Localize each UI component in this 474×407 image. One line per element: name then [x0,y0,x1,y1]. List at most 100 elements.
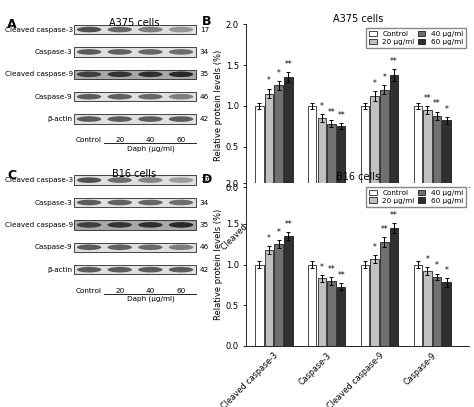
Text: *: * [435,261,439,270]
Text: *: * [445,105,449,114]
Ellipse shape [138,116,163,122]
Ellipse shape [169,49,193,55]
Ellipse shape [169,177,193,183]
Text: 60: 60 [176,137,186,143]
Text: 42: 42 [200,267,209,273]
Bar [433,116,441,187]
Ellipse shape [77,72,101,77]
Text: *: * [277,228,281,237]
Bar [74,47,196,57]
Text: *: * [277,69,281,78]
Ellipse shape [108,116,132,122]
Ellipse shape [138,94,163,99]
Bar [442,282,451,346]
Text: 35: 35 [200,71,209,77]
Ellipse shape [138,267,163,272]
Ellipse shape [169,94,193,99]
Ellipse shape [77,116,101,122]
Text: Daph (μg/ml): Daph (μg/ml) [127,296,174,302]
Bar [284,236,292,346]
Ellipse shape [138,27,163,32]
Bar [442,120,451,187]
Text: *: * [373,79,376,88]
Text: C: C [7,168,16,182]
Text: A: A [7,18,17,31]
Text: Cleaved caspase-9: Cleaved caspase-9 [5,71,73,77]
Text: *: * [426,255,429,264]
Text: *: * [320,102,324,111]
Ellipse shape [138,72,163,77]
Bar [380,90,389,187]
Bar [255,265,264,346]
Text: Cleaved caspase-3: Cleaved caspase-3 [5,26,73,33]
Title: A375 cells: A375 cells [333,14,383,24]
Bar [74,175,196,185]
Ellipse shape [108,245,132,250]
Text: *: * [373,243,376,252]
Ellipse shape [169,72,193,77]
Text: **: ** [284,60,292,69]
Text: **: ** [433,99,441,108]
Ellipse shape [169,200,193,205]
Bar [255,106,264,187]
Text: B16 cells: B16 cells [112,168,156,179]
Text: B: B [202,15,211,28]
Text: β-actin: β-actin [48,116,73,122]
Text: **: ** [337,111,345,120]
Text: 46: 46 [200,244,209,250]
Text: 35: 35 [200,222,209,228]
Ellipse shape [108,49,132,55]
Text: 60: 60 [176,288,186,294]
Bar [74,114,196,124]
Text: **: ** [424,94,431,103]
Bar [318,278,326,346]
Text: **: ** [381,225,388,234]
Ellipse shape [108,72,132,77]
Bar [413,106,422,187]
Title: B16 cells: B16 cells [336,173,380,182]
Text: **: ** [328,108,335,117]
Bar [370,96,379,187]
Bar [327,281,336,346]
Ellipse shape [108,222,132,228]
Bar [284,77,292,187]
Bar [274,85,283,187]
Y-axis label: Relative protein levels (%): Relative protein levels (%) [214,209,223,320]
Ellipse shape [169,245,193,250]
Text: 20: 20 [115,137,124,143]
Text: 40: 40 [146,137,155,143]
Text: *: * [383,73,386,82]
Bar [413,265,422,346]
Bar [318,118,326,187]
Text: *: * [267,77,271,85]
Text: Control: Control [76,137,102,143]
Ellipse shape [169,116,193,122]
Bar [74,25,196,34]
Bar [337,287,346,346]
Bar [327,124,336,187]
Text: **: ** [390,57,398,66]
Bar [370,259,379,346]
Bar [74,92,196,101]
Ellipse shape [169,222,193,228]
Ellipse shape [77,94,101,99]
Text: 34: 34 [200,49,209,55]
Ellipse shape [138,200,163,205]
Bar [433,277,441,346]
Text: 42: 42 [200,116,209,122]
Bar [265,94,273,187]
Text: *: * [445,266,449,275]
Ellipse shape [108,94,132,99]
Bar [380,242,389,346]
Text: **: ** [328,265,335,274]
Text: Caspase-9: Caspase-9 [35,94,73,100]
Text: A375 cells: A375 cells [109,18,159,28]
Bar [308,265,317,346]
Bar [361,106,369,187]
Text: 40: 40 [146,288,155,294]
Text: 46: 46 [200,94,209,100]
Text: Caspase-3: Caspase-3 [35,49,73,55]
Ellipse shape [169,267,193,272]
Ellipse shape [77,49,101,55]
Text: 17: 17 [200,26,209,33]
